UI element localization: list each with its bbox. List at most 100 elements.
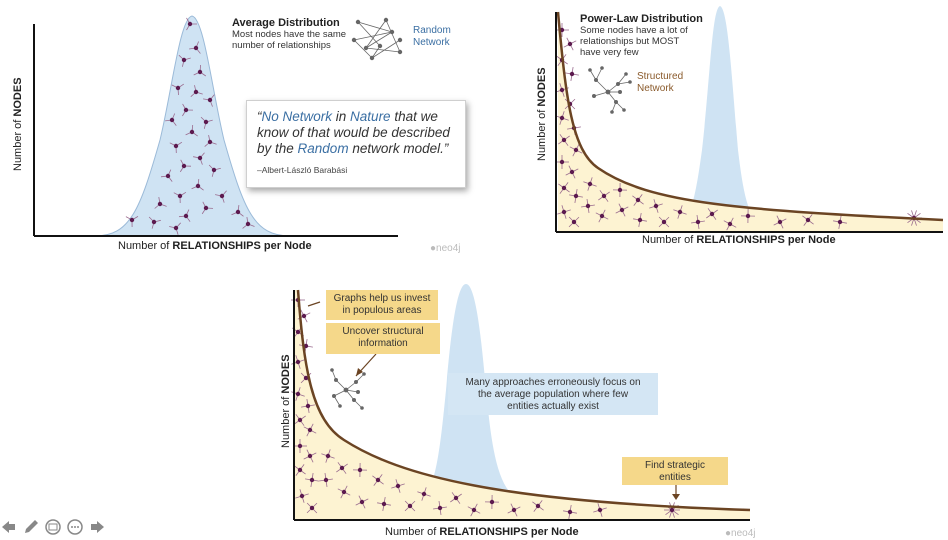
network-node: [615, 203, 629, 217]
network-node: [208, 164, 221, 177]
average-distribution-heading: Average Distribution Most nodes have the…: [232, 17, 346, 51]
panel2-subtitle-line2: relationships but MOST: [580, 36, 680, 47]
network-node: [291, 387, 305, 401]
barabasi-quote-card: “No Network in Nature that we know of th…: [246, 100, 466, 188]
network-node: [507, 503, 521, 517]
pen-icon[interactable]: [22, 518, 40, 536]
network-node: [165, 113, 177, 126]
callout-invest-line2: in populous areas: [342, 305, 422, 316]
structured-network-label-line2: Network: [637, 83, 674, 94]
callout-invest-line1: Graphs help us invest: [333, 293, 431, 304]
network-node: [178, 54, 191, 67]
neo4j-logo-icon: ●: [430, 243, 437, 254]
network-node: [649, 199, 663, 213]
panel1-x-label-bold: RELATIONSHIPS per Node: [172, 240, 312, 252]
network-node: [633, 213, 647, 227]
network-node: [297, 309, 311, 323]
network-node: [612, 182, 628, 198]
network-node: [581, 199, 595, 213]
network-node: [321, 449, 335, 463]
network-node: [565, 67, 579, 81]
back-arrow-icon[interactable]: [0, 518, 18, 536]
network-node: [802, 214, 814, 226]
power-law-heading: Power-Law Distribution Some nodes have a…: [580, 13, 703, 58]
network-node: [595, 209, 609, 223]
slides-icon[interactable]: [44, 518, 62, 536]
panel1-x-axis-label: Number of RELATIONSHIPS per Node: [118, 240, 312, 252]
neo4j-watermark-bottom: ●neo4j: [725, 528, 756, 539]
network-node: [555, 23, 569, 37]
network-node: [305, 473, 319, 487]
quote-text: “No Network in Nature that we know of th…: [257, 109, 455, 157]
neo4j-watermark-top: ●neo4j: [430, 243, 461, 254]
network-node: [201, 201, 214, 215]
panel2-title: Power-Law Distribution: [580, 13, 703, 25]
network-node: [337, 485, 351, 499]
network-node: [154, 197, 167, 209]
network-node: [557, 205, 571, 219]
presentation-toolbar: [0, 518, 106, 536]
structured-network-label: Structured Network: [637, 71, 683, 95]
panel2-y-axis-label: Number of NODES: [536, 67, 548, 161]
network-node: [417, 487, 431, 501]
network-node: [563, 37, 577, 51]
network-node: [372, 474, 384, 486]
network-node: [319, 473, 333, 487]
network-node: [301, 399, 315, 413]
quote-author: –Albert-László Barabási: [257, 165, 348, 175]
power-law-curve: [296, 289, 751, 512]
network-node: [171, 83, 185, 96]
panel2-x-axis-label: Number of RELATIONSHIPS per Node: [642, 234, 836, 246]
more-icon[interactable]: [66, 518, 84, 536]
network-node: [558, 182, 570, 194]
network-node: [190, 85, 203, 97]
average-population-note: Many approaches erroneously focus on the…: [448, 373, 658, 415]
panel2-x-label-plain: Number of: [642, 234, 697, 246]
forward-arrow-icon[interactable]: [88, 518, 106, 536]
neo4j-watermark-text-bottom: neo4j: [731, 528, 756, 539]
network-node: [242, 217, 255, 229]
quote-no-network: No Network: [261, 109, 333, 124]
random-network-label-line1: Random: [413, 25, 451, 36]
panel3-x-axis-label: Number of RELATIONSHIPS per Node: [385, 526, 579, 538]
network-node: [189, 41, 201, 54]
network-node: [203, 94, 215, 107]
structured-node-cluster: [555, 23, 922, 231]
network-node: [583, 177, 597, 191]
network-node: [569, 143, 583, 157]
annotated-node-cluster: [291, 293, 680, 519]
network-node: [558, 134, 570, 146]
callout-uncover-line2: information: [358, 338, 408, 349]
panel1-subtitle-line2: number of relationships: [232, 40, 331, 51]
callout-strategic: Find strategic entities: [622, 457, 728, 485]
quote-middle: that we know of that would be described …: [257, 109, 450, 156]
network-node: [658, 216, 670, 228]
network-node: [185, 124, 198, 137]
network-node: [200, 116, 213, 129]
network-node: [193, 64, 207, 77]
quote-end: network model.”: [348, 141, 449, 156]
structured-network-label-line1: Structured: [637, 71, 684, 82]
network-node: [598, 190, 610, 202]
network-node: [191, 178, 204, 191]
power-law-distribution-chart: [555, 6, 944, 233]
network-node: [169, 141, 183, 154]
network-node: [433, 501, 447, 515]
callout-uncover-line1: Uncover structural: [342, 326, 424, 337]
network-node: [125, 216, 139, 228]
neo4j-watermark-text-top: neo4j: [436, 243, 461, 254]
network-node: [391, 479, 405, 493]
network-node: [723, 217, 737, 231]
panel2-x-label-bold: RELATIONSHIPS per Node: [696, 234, 836, 246]
panel2-subtitle-line1: Some nodes have a lot of: [580, 25, 688, 36]
network-node: [204, 135, 217, 147]
average-note-line2: the average population where few: [477, 389, 629, 400]
network-node: [404, 500, 416, 512]
network-node: [377, 497, 391, 511]
network-node: [169, 222, 181, 235]
network-node: [193, 152, 205, 165]
panel3-y-label-bold: NODES: [280, 354, 292, 394]
network-node: [532, 500, 544, 512]
network-node: [294, 414, 306, 426]
network-node: [291, 355, 305, 369]
